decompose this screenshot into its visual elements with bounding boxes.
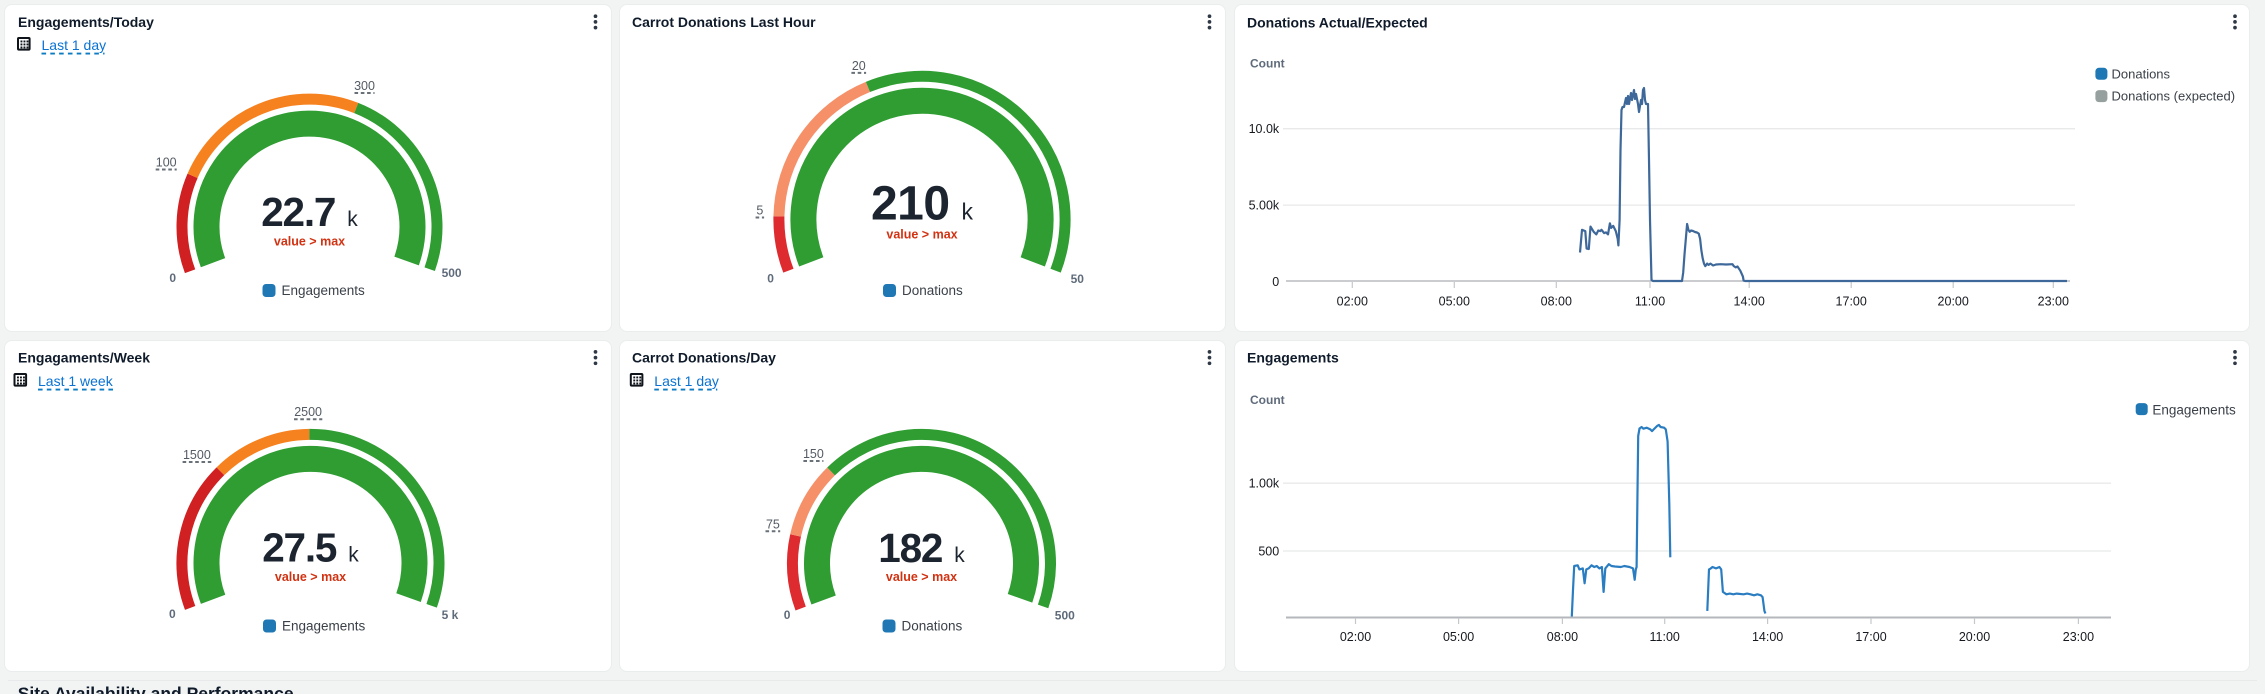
svg-text:50: 50 [1071, 272, 1085, 286]
svg-text:5.00k: 5.00k [1249, 198, 1280, 212]
svg-text:02:00: 02:00 [1340, 630, 1371, 644]
svg-text:17:00: 17:00 [1836, 295, 1867, 309]
svg-text:0: 0 [169, 607, 176, 621]
svg-text:Carrot Donations Last Hour: Carrot Donations Last Hour [632, 14, 816, 30]
svg-text:500: 500 [442, 266, 462, 280]
svg-text:0: 0 [767, 272, 774, 286]
svg-text:2500: 2500 [294, 405, 322, 419]
svg-text:20: 20 [852, 59, 866, 73]
svg-text:value > max: value > max [886, 228, 957, 242]
svg-text:100: 100 [156, 156, 177, 170]
svg-text:Engagaments/Week: Engagaments/Week [18, 350, 150, 366]
svg-text:05:00: 05:00 [1439, 295, 1470, 309]
svg-text:23:00: 23:00 [2063, 630, 2094, 644]
svg-text:Last 1 day: Last 1 day [42, 37, 107, 53]
svg-text:Engagements: Engagements [1247, 350, 1339, 366]
svg-text:08:00: 08:00 [1541, 295, 1572, 309]
svg-text:300: 300 [354, 79, 375, 93]
svg-text:Count: Count [1250, 57, 1285, 71]
svg-text:Last 1 week: Last 1 week [38, 373, 114, 389]
svg-text:1500: 1500 [183, 448, 211, 462]
svg-text:value > max: value > max [275, 570, 346, 584]
svg-text:27.5k: 27.5 k [262, 525, 359, 571]
svg-text:05:00: 05:00 [1443, 630, 1474, 644]
svg-text:500: 500 [1055, 609, 1075, 623]
svg-text:Engagements: Engagements [282, 283, 366, 298]
svg-text:150: 150 [803, 447, 824, 461]
svg-text:0: 0 [169, 271, 176, 285]
svg-text:20:00: 20:00 [1959, 630, 1990, 644]
svg-text:17:00: 17:00 [1855, 630, 1886, 644]
svg-text:5 k: 5 k [442, 608, 459, 622]
svg-text:08:00: 08:00 [1547, 630, 1578, 644]
svg-text:Count: Count [1250, 393, 1285, 407]
svg-text:Site Availability and Performa: Site Availability and Performance [18, 684, 294, 694]
svg-text:Donations: Donations [2112, 67, 2171, 82]
svg-text:02:00: 02:00 [1337, 295, 1368, 309]
svg-text:Engagements: Engagements [282, 619, 366, 634]
svg-text:5: 5 [756, 204, 763, 218]
svg-text:20:00: 20:00 [1938, 295, 1969, 309]
svg-text:500: 500 [1258, 544, 1279, 558]
svg-text:22.7k: 22.7 k [261, 189, 358, 235]
svg-text:0: 0 [784, 608, 791, 622]
svg-text:14:00: 14:00 [1734, 295, 1765, 309]
svg-text:Last 1 day: Last 1 day [654, 373, 719, 389]
svg-text:1.00k: 1.00k [1249, 477, 1280, 491]
svg-text:Carrot Donations/Day: Carrot Donations/Day [632, 350, 776, 366]
svg-text:23:00: 23:00 [2038, 295, 2069, 309]
svg-text:10.0k: 10.0k [1249, 122, 1280, 136]
svg-text:11:00: 11:00 [1650, 630, 1680, 644]
svg-text:75: 75 [766, 517, 780, 531]
svg-text:value > max: value > max [274, 235, 345, 249]
svg-text:11:00: 11:00 [1635, 295, 1665, 309]
svg-text:Donations: Donations [902, 283, 963, 298]
svg-text:Donations Actual/Expected: Donations Actual/Expected [1247, 15, 1428, 31]
svg-text:Engagements/Today: Engagements/Today [18, 14, 154, 30]
svg-text:Donations (expected): Donations (expected) [2112, 89, 2236, 104]
svg-text:14:00: 14:00 [1752, 630, 1783, 644]
svg-text:Engagements: Engagements [2152, 402, 2236, 417]
svg-text:value > max: value > max [886, 570, 957, 584]
svg-text:Donations: Donations [902, 619, 963, 634]
svg-text:0: 0 [1272, 275, 1279, 289]
